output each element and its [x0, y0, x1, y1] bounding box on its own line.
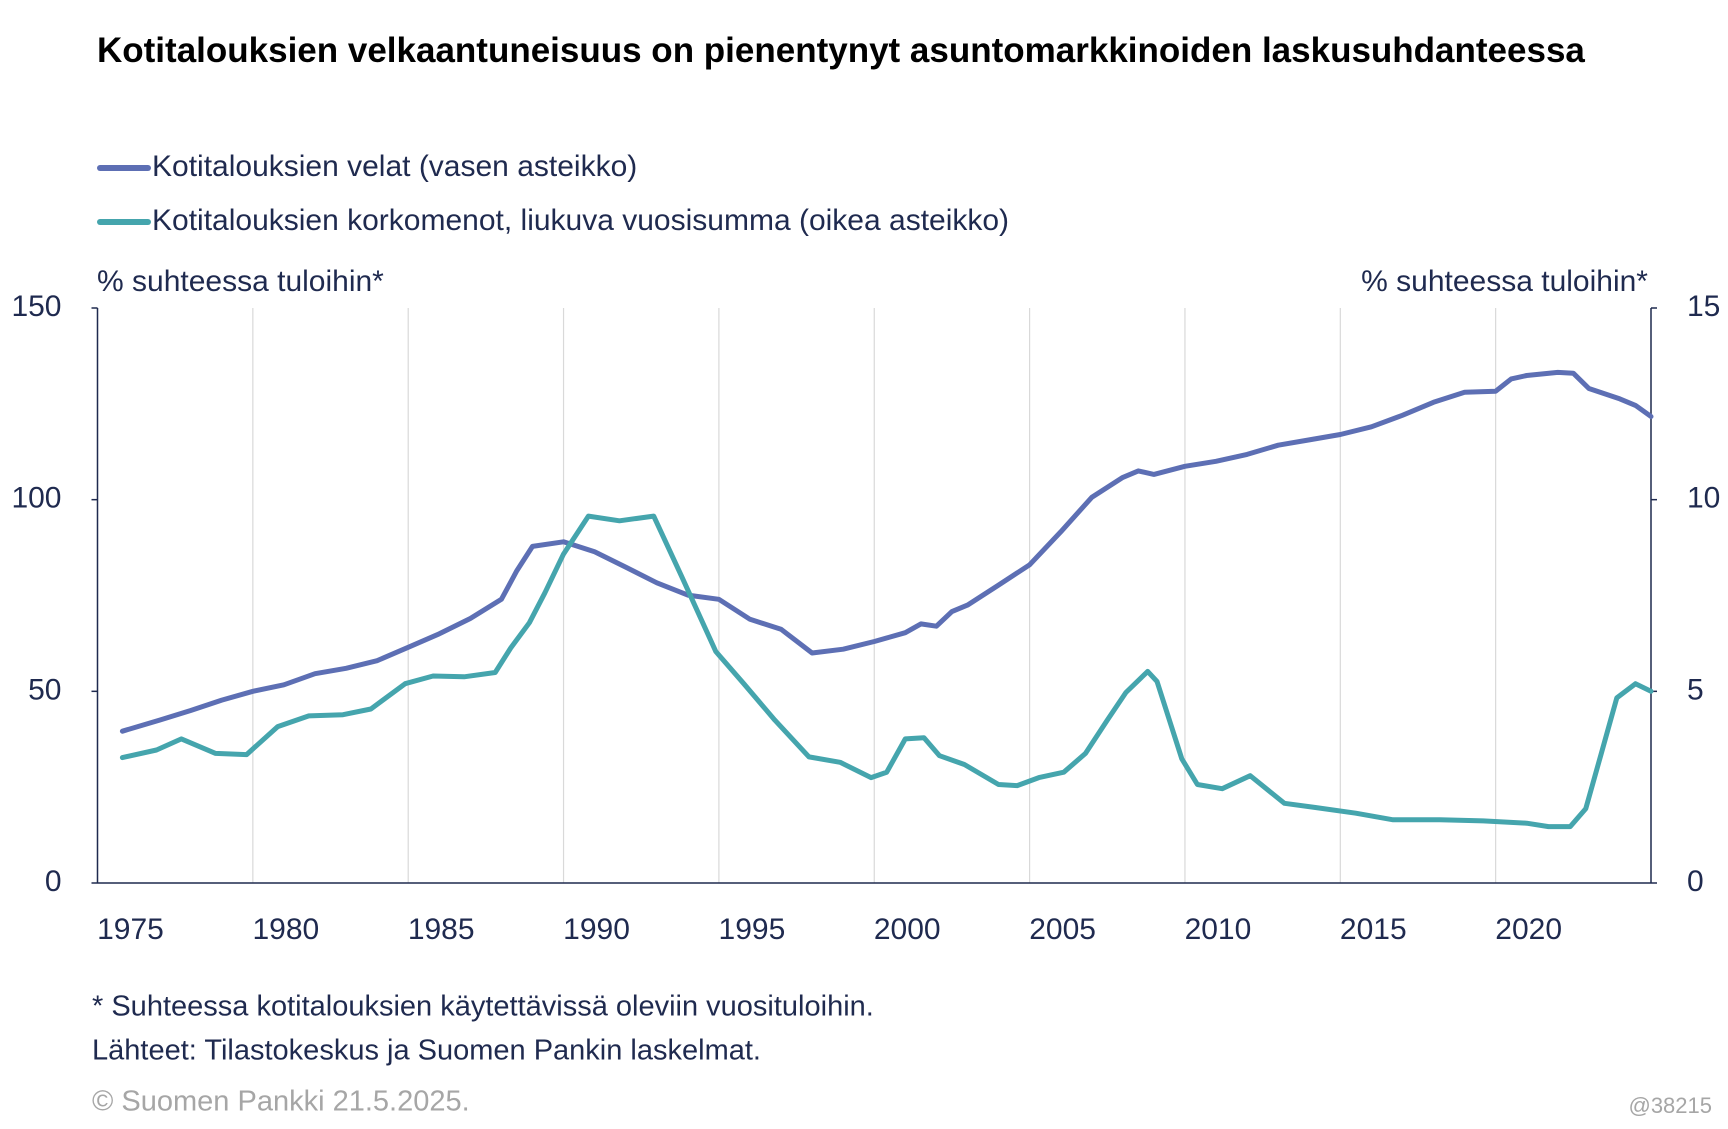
y-tick-label: 50: [28, 673, 61, 706]
x-tick-label: 1985: [408, 913, 475, 946]
x-tick-label: 1980: [252, 913, 319, 946]
x-tick-label: 2010: [1185, 913, 1252, 946]
y-axis-label: % suhteessa tuloihin*: [97, 265, 384, 298]
footnote: * Suhteessa kotitalouksien käytettävissä…: [92, 991, 874, 1023]
y2-tick-label: 10: [1687, 482, 1720, 515]
chart-id: @38215: [1628, 1093, 1712, 1118]
x-tick-label: 2015: [1340, 913, 1407, 946]
legend-label: Kotitalouksien velat (vasen asteikko): [152, 150, 637, 183]
x-tick-label: 2020: [1495, 913, 1562, 946]
x-tick-label: 1990: [563, 913, 630, 946]
y-tick-label: 0: [45, 865, 62, 898]
y2-tick-label: 5: [1687, 673, 1704, 706]
y-tick-label: 150: [11, 290, 61, 323]
source: Lähteet: Tilastokeskus ja Suomen Pankin …: [92, 1035, 761, 1067]
y-tick-label: 100: [11, 482, 61, 515]
y2-tick-label: 15: [1687, 290, 1720, 323]
x-tick-label: 2000: [874, 913, 941, 946]
chart-title: Kotitalouksien velkaantuneisuus on piene…: [97, 31, 1585, 70]
y2-axis-label: % suhteessa tuloihin*: [1361, 265, 1648, 298]
y2-tick-label: 0: [1687, 865, 1704, 898]
data-line: [119, 513, 1654, 830]
x-tick-label: 2005: [1029, 913, 1096, 946]
x-tick-label: 1975: [97, 913, 164, 946]
legend-label: Kotitalouksien korkomenot, liukuva vuosi…: [152, 204, 1009, 237]
x-tick-label: 1995: [719, 913, 786, 946]
data-line: [119, 369, 1654, 734]
copyright: © Suomen Pankki 21.5.2025.: [92, 1086, 470, 1118]
